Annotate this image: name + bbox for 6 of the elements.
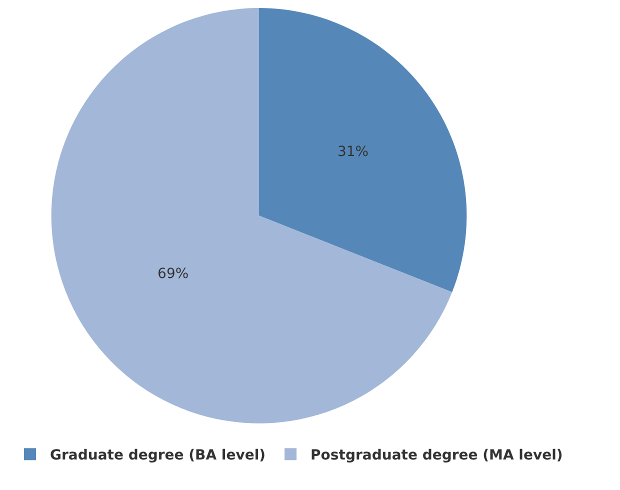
data-label: 69% bbox=[158, 266, 189, 282]
pie-slice bbox=[259, 8, 467, 292]
legend-label: Graduate degree (BA level) bbox=[50, 448, 266, 464]
pie-slice bbox=[51, 8, 452, 424]
legend-label: Postgraduate degree (MA level) bbox=[310, 448, 563, 464]
data-label: 31% bbox=[337, 144, 369, 160]
